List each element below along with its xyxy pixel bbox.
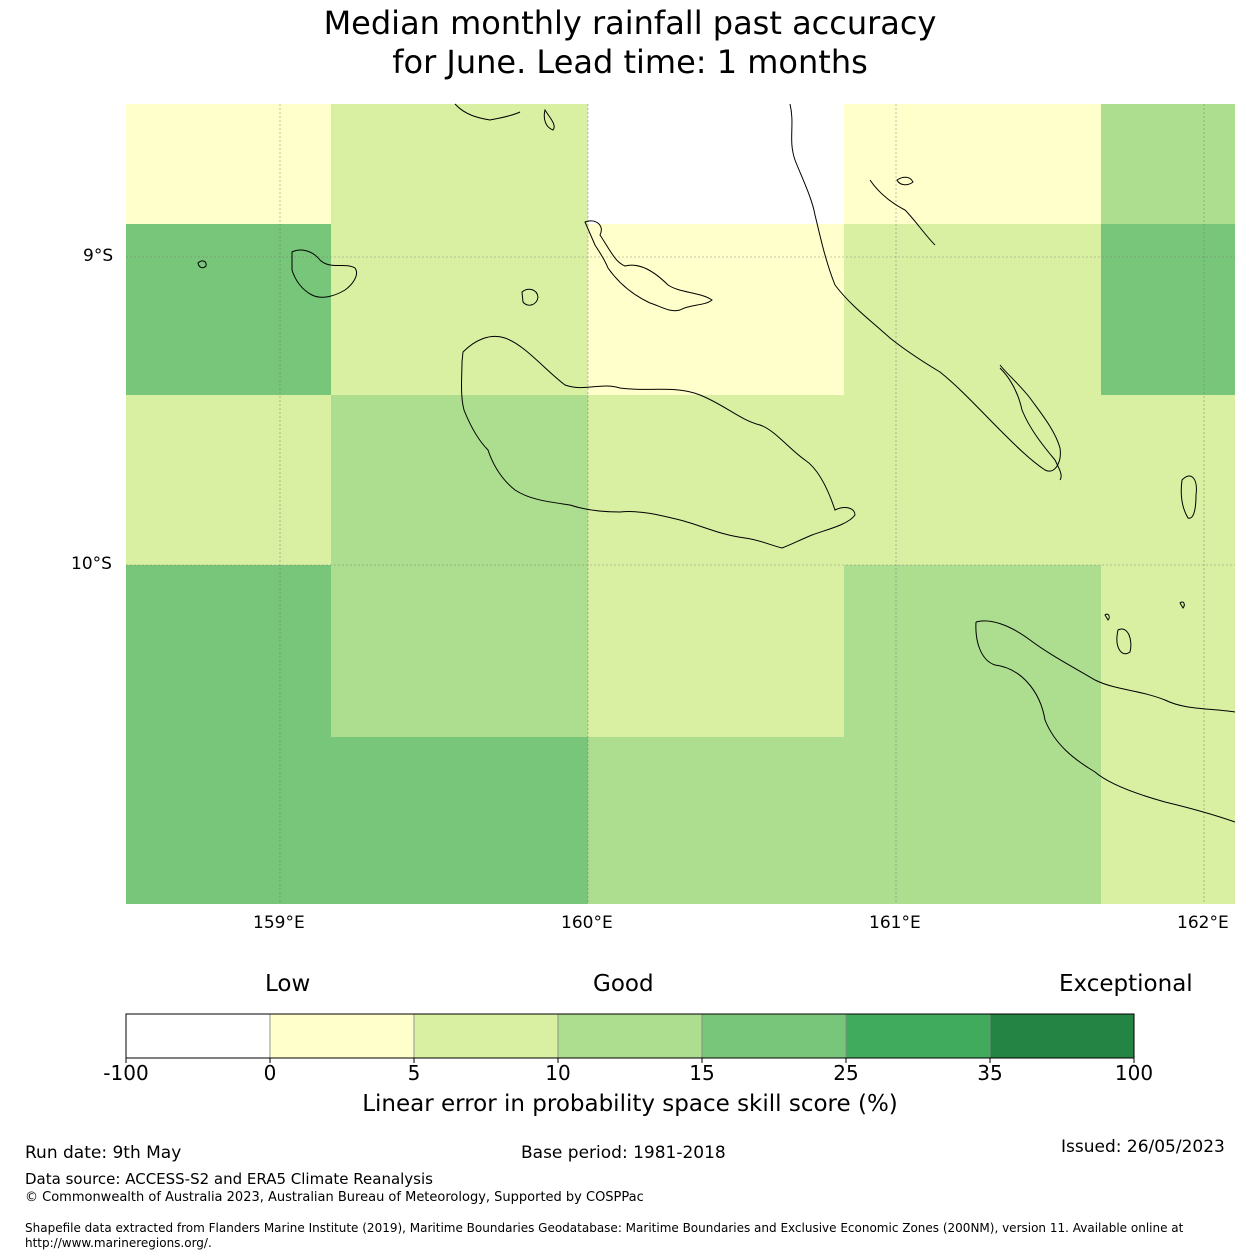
grid-cell (1101, 104, 1235, 224)
grid-cell (126, 395, 331, 565)
grid-cell (126, 565, 331, 737)
run-date: Run date: 9th May (25, 1143, 182, 1163)
grid-cell (331, 565, 588, 737)
grid-cell (331, 224, 588, 395)
grid-cell (126, 224, 331, 395)
grid-cell (1101, 565, 1235, 737)
copyright: © Commonwealth of Australia 2023, Austra… (25, 1190, 644, 1205)
grid-cell (844, 565, 1101, 737)
grid-cell (844, 395, 1101, 565)
grid-cell (126, 104, 331, 224)
coast-small-island-1 (521, 288, 539, 306)
grid-cell (588, 104, 844, 224)
map-gridlines (126, 104, 1235, 904)
grid-cell (331, 737, 588, 904)
colorbar-tick: 15 (689, 1061, 715, 1085)
lat-label-9s: 9°S (83, 246, 114, 266)
lon-label-162e: 162°E (1177, 913, 1229, 933)
shapefile-credit-line-1: Shapefile data extracted from Flanders M… (25, 1221, 1184, 1235)
coast-nggela-north (869, 179, 936, 246)
issued-date: Issued: 26/05/2023 (1061, 1137, 1225, 1157)
grid-cell (844, 737, 1101, 904)
shapefile-credit-line-2: http://www.marineregions.org/. (25, 1236, 212, 1250)
grid-cell (1101, 224, 1235, 395)
coast-islet-north (543, 108, 555, 131)
colorbar-tick: 100 (1114, 1061, 1154, 1085)
colorbar-swatch (845, 1013, 991, 1059)
coast-east-islet-4 (1104, 613, 1110, 621)
grid-cell (844, 104, 1101, 224)
coast-east-island-1 (1180, 475, 1197, 519)
coast-santa-isabel (789, 103, 1061, 472)
colorbar-swatch (413, 1013, 559, 1059)
colorbar-outline (125, 1013, 1135, 1059)
lat-label-10s: 10°S (71, 554, 112, 574)
coast-east-island-2 (1116, 628, 1132, 655)
colorbar-tick: 0 (263, 1061, 277, 1085)
colorbar-swatch (701, 1013, 847, 1059)
colorbar-tick: -100 (103, 1061, 149, 1085)
coast-small-island-2 (197, 260, 207, 269)
coast-malaita (999, 367, 1062, 481)
coast-russell-islands (291, 249, 358, 298)
grid-cell (1101, 737, 1235, 904)
grid-cell (588, 737, 844, 904)
data-source: Data source: ACCESS-S2 and ERA5 Climate … (25, 1170, 433, 1188)
coast-islet-ne (896, 176, 914, 186)
grid-cell (588, 395, 844, 565)
title-line-1: Median monthly rainfall past accuracy (323, 4, 937, 42)
colorbar-swatch (557, 1013, 703, 1059)
colorbar-swatch (125, 1013, 271, 1059)
grid-cell (1101, 395, 1235, 565)
grid-cell (588, 565, 844, 737)
grid-cell (331, 395, 588, 565)
base-period: Base period: 1981-2018 (521, 1143, 726, 1163)
lon-label-161e: 161°E (869, 913, 921, 933)
legend-category-good: Good (593, 971, 654, 997)
colorbar-tick: 25 (833, 1061, 859, 1085)
chart-title: Median monthly rainfall past accuracy fo… (0, 4, 1260, 82)
grid-cell (331, 104, 588, 224)
grid-cell (588, 224, 844, 395)
colorbar-tick: 10 (545, 1061, 571, 1085)
lon-label-159e: 159°E (253, 913, 305, 933)
grid-cell (844, 224, 1101, 395)
grid-cell (126, 737, 331, 904)
colorbar-swatch (989, 1013, 1135, 1059)
coast-florida-islands (584, 220, 713, 312)
skill-grid (126, 104, 1235, 904)
coast-guadalcanal (461, 335, 856, 549)
coast-new-georgia-north (454, 103, 521, 121)
colorbar-swatch (269, 1013, 415, 1059)
coast-makira-south (975, 621, 1236, 823)
colorbar-tick: 5 (407, 1061, 421, 1085)
colorbar-label: Linear error in probability space skill … (362, 1091, 898, 1117)
coast-east-islet-3 (1179, 601, 1185, 609)
coastlines (197, 103, 1236, 823)
legend-category-exceptional: Exceptional (1059, 971, 1193, 997)
legend-category-low: Low (265, 971, 311, 997)
colorbar-tick: 35 (977, 1061, 1003, 1085)
title-line-2: for June. Lead time: 1 months (392, 43, 868, 81)
lon-label-160e: 160°E (561, 913, 613, 933)
coast-makira (975, 620, 1236, 713)
